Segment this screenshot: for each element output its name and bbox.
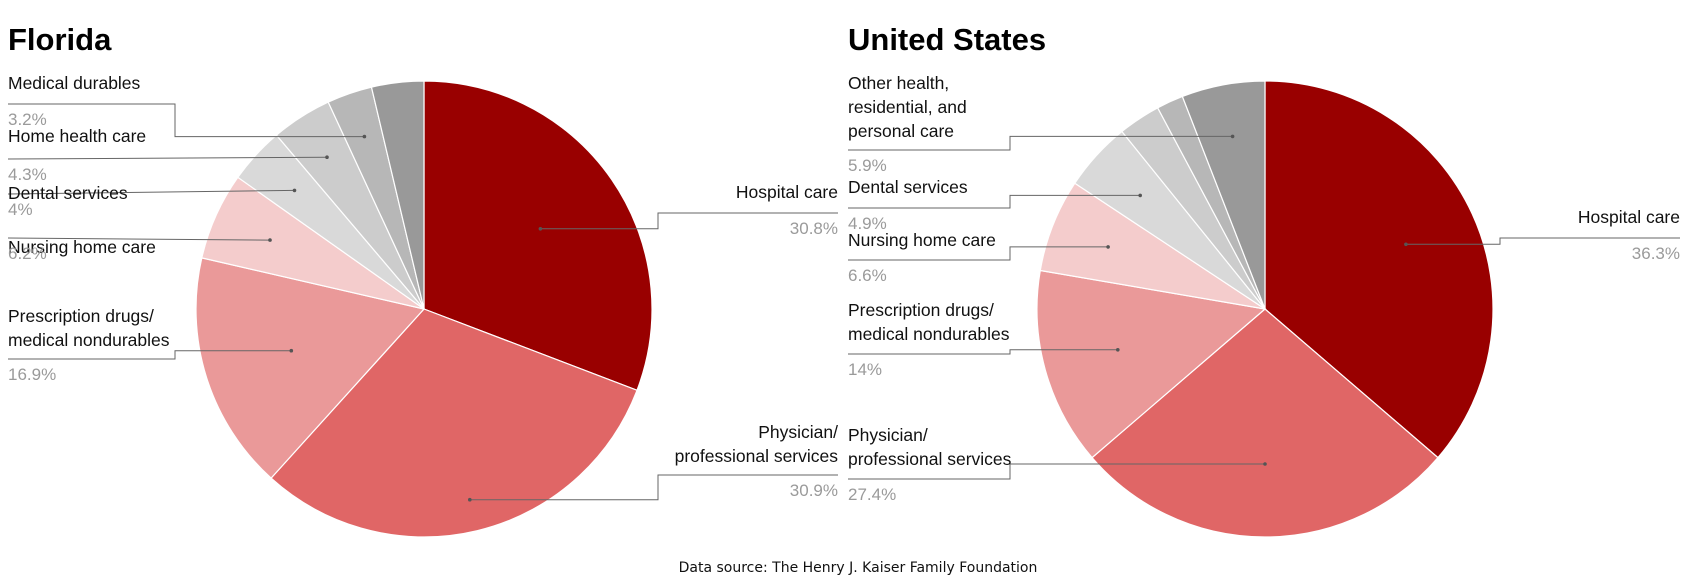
pie-slice-united-states-other-health-residential-and-personal-care (1181, 80, 1266, 310)
leader-dot-united-states-hospital-care (1404, 242, 1408, 247)
leader-dot-united-states-prescription-drugs-medical-nondurables (1116, 348, 1120, 352)
slice-value-united-states-physician-professional-services: 27.4% (848, 485, 896, 504)
slice-label-florida-hospital-care: Hospital care (736, 182, 838, 202)
slice-label-florida-physician-professional-services-line-2: professional services (675, 446, 839, 466)
slice-label-united-states-prescription-drugs-medical-nondurables-line-2: medical nondurables (848, 324, 1010, 344)
leader-line-united-states-dental-services (848, 194, 1141, 209)
slice-value-florida-hospital-care: 30.8% (790, 219, 838, 238)
leader-line-united-states-other-health-residential-and-personal-care (848, 135, 1233, 151)
leader-dot-florida-prescription-drugs-medical-nondurables (289, 348, 294, 353)
leader-line-united-states-prescription-drugs-medical-nondurables (848, 349, 1118, 355)
leader-dot-united-states-other-health-residential-and-personal-care (1230, 134, 1235, 139)
pie-slice-united-states-prescription-drugs-medical-nondurables (1036, 269, 1267, 459)
leader-dot-florida-nursing-home-care (268, 238, 272, 242)
slice-value-florida-medical-durables: 3.2% (8, 110, 47, 129)
slice-value-florida-physician-professional-services: 30.9% (790, 481, 838, 500)
data-source-note: Data source: The Henry J. Kaiser Family … (679, 560, 1038, 575)
pie-slice-florida-prescription-drugs-medical-nondurables (195, 257, 426, 479)
leader-dot-florida-dental-services (292, 188, 297, 193)
leader-dot-united-states-physician-professional-services (1263, 462, 1267, 466)
leader-line-florida-prescription-drugs-medical-nondurables (8, 350, 292, 360)
slice-label-united-states-prescription-drugs-medical-nondurables-line-1: Prescription drugs/ (848, 300, 994, 320)
slice-label-united-states-other-health-residential-and-personal-care-line-2: residential, and (848, 97, 967, 117)
leader-dot-florida-physician-professional-services (468, 497, 472, 502)
leader-line-united-states-physician-professional-services (848, 463, 1265, 480)
slice-label-florida-physician-professional-services-line-1: Physician/ (758, 422, 838, 442)
slice-label-united-states-physician-professional-services-line-2: professional services (848, 449, 1012, 469)
leader-line-florida-dental-services (7, 189, 295, 195)
slice-value-florida-prescription-drugs-medical-nondurables: 16.9% (8, 365, 56, 384)
pie-chart-united-states: Hospital care 36.3% Physician/professional… (848, 73, 1680, 538)
slice-label-united-states-nursing-home-care: Nursing home care (848, 230, 996, 250)
chart-title-florida: Florida (8, 22, 112, 57)
slice-value-united-states-hospital-care: 36.3% (1632, 244, 1680, 263)
slice-value-florida-home-health-care: 4.3% (8, 165, 47, 184)
slice-label-united-states-dental-services: Dental services (848, 177, 968, 197)
slice-label-united-states-hospital-care: Hospital care (1578, 207, 1680, 227)
pie-slice-florida-unlabeled-7 (370, 80, 425, 310)
pie-slice-florida-hospital-care (423, 80, 653, 392)
leader-dot-florida-hospital-care (538, 227, 543, 231)
leader-dot-united-states-nursing-home-care (1106, 245, 1110, 249)
slice-label-florida-medical-durables: Medical durables (8, 73, 141, 93)
slice-label-united-states-physician-professional-services-line-1: Physician/ (848, 425, 928, 445)
leader-line-united-states-hospital-care (1405, 237, 1680, 245)
pie-slice-united-states-hospital-care (1264, 80, 1494, 459)
leader-dot-florida-home-health-care (325, 155, 329, 159)
slice-value-florida-nursing-home-care: 6.2% (8, 244, 47, 263)
pie-slice-florida-physician-professional-services (270, 308, 638, 538)
slice-label-florida-prescription-drugs-medical-nondurables-line-1: Prescription drugs/ (8, 306, 154, 326)
slice-value-united-states-nursing-home-care: 6.6% (848, 266, 887, 285)
slice-value-united-states-prescription-drugs-medical-nondurables: 14% (848, 360, 882, 379)
slice-value-florida-dental-services: 4% (8, 200, 33, 219)
slice-value-united-states-other-health-residential-and-personal-care: 5.9% (848, 156, 887, 175)
slice-label-florida-home-health-care: Home health care (8, 126, 146, 146)
slice-label-florida-nursing-home-care: Nursing home care (8, 237, 156, 257)
slice-label-united-states-other-health-residential-and-personal-care-line-3: personal care (848, 121, 954, 141)
leader-line-united-states-nursing-home-care (848, 246, 1109, 261)
pie-chart-florida: Hospital care 30.8% Physician/professional… (7, 73, 839, 538)
slice-label-united-states-other-health-residential-and-personal-care-line-1: Other health, (848, 73, 949, 93)
leader-line-florida-nursing-home-care (7, 237, 271, 241)
slice-label-florida-dental-services: Dental services (8, 183, 128, 203)
leader-line-florida-physician-professional-services (469, 474, 838, 501)
leader-line-florida-home-health-care (7, 156, 328, 160)
leader-line-florida-hospital-care (540, 212, 838, 230)
leader-line-florida-medical-durables (8, 103, 365, 138)
slice-value-united-states-dental-services: 4.9% (848, 214, 887, 233)
pie-slice-united-states-physician-professional-services (1091, 308, 1439, 538)
chart-title-united-states: United States (848, 22, 1046, 57)
leader-dot-florida-medical-durables (362, 134, 367, 139)
leader-dot-united-states-dental-services (1138, 193, 1142, 198)
slice-label-florida-prescription-drugs-medical-nondurables-line-2: medical nondurables (8, 330, 170, 350)
